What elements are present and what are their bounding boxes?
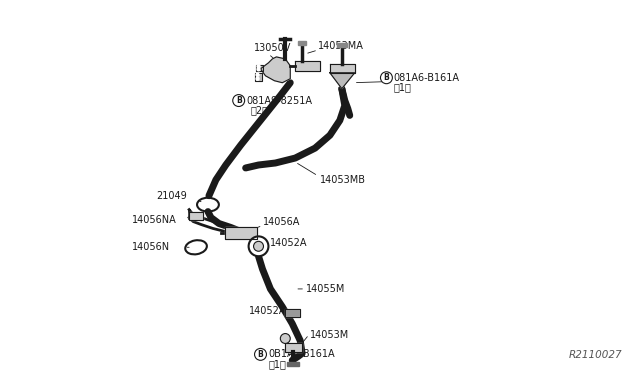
- Circle shape: [280, 334, 291, 343]
- Text: 21049: 21049: [156, 191, 187, 201]
- Text: R2110027: R2110027: [569, 350, 623, 360]
- Polygon shape: [255, 73, 262, 81]
- Text: 0B1A6-B161A: 0B1A6-B161A: [268, 349, 335, 359]
- Polygon shape: [255, 65, 264, 71]
- Text: 14053M: 14053M: [310, 330, 349, 340]
- Text: 14053MB: 14053MB: [320, 175, 366, 185]
- Circle shape: [233, 94, 244, 106]
- Circle shape: [257, 68, 260, 71]
- Text: 081A9-8251A: 081A9-8251A: [246, 96, 312, 106]
- Text: 14055M: 14055M: [306, 284, 346, 294]
- Circle shape: [381, 72, 392, 84]
- Polygon shape: [189, 212, 203, 219]
- Text: 14052A: 14052A: [248, 306, 286, 316]
- Circle shape: [253, 241, 264, 251]
- Text: 14056A: 14056A: [262, 217, 300, 227]
- Text: B: B: [383, 73, 389, 82]
- Text: 14056N: 14056N: [132, 242, 170, 252]
- Text: B: B: [236, 96, 241, 105]
- Text: B: B: [258, 350, 264, 359]
- Circle shape: [256, 77, 259, 80]
- Polygon shape: [330, 64, 355, 73]
- Polygon shape: [287, 362, 299, 366]
- Text: 14052A: 14052A: [271, 238, 308, 248]
- Polygon shape: [295, 61, 320, 71]
- Polygon shape: [225, 227, 257, 239]
- Polygon shape: [337, 43, 347, 47]
- Text: 081A6-B161A: 081A6-B161A: [394, 73, 460, 83]
- Polygon shape: [260, 57, 291, 83]
- Text: 14053MA: 14053MA: [318, 41, 364, 51]
- Polygon shape: [298, 41, 306, 45]
- Text: 13050V: 13050V: [253, 43, 291, 53]
- Text: （2）: （2）: [251, 105, 269, 115]
- Circle shape: [257, 65, 260, 68]
- Circle shape: [255, 349, 266, 360]
- Circle shape: [248, 236, 268, 256]
- Circle shape: [256, 73, 259, 76]
- Polygon shape: [285, 343, 302, 352]
- Polygon shape: [330, 73, 355, 89]
- Text: （1）: （1）: [394, 83, 412, 93]
- Text: 14056NA: 14056NA: [132, 215, 177, 225]
- Polygon shape: [285, 309, 300, 317]
- Text: （1）: （1）: [268, 359, 286, 369]
